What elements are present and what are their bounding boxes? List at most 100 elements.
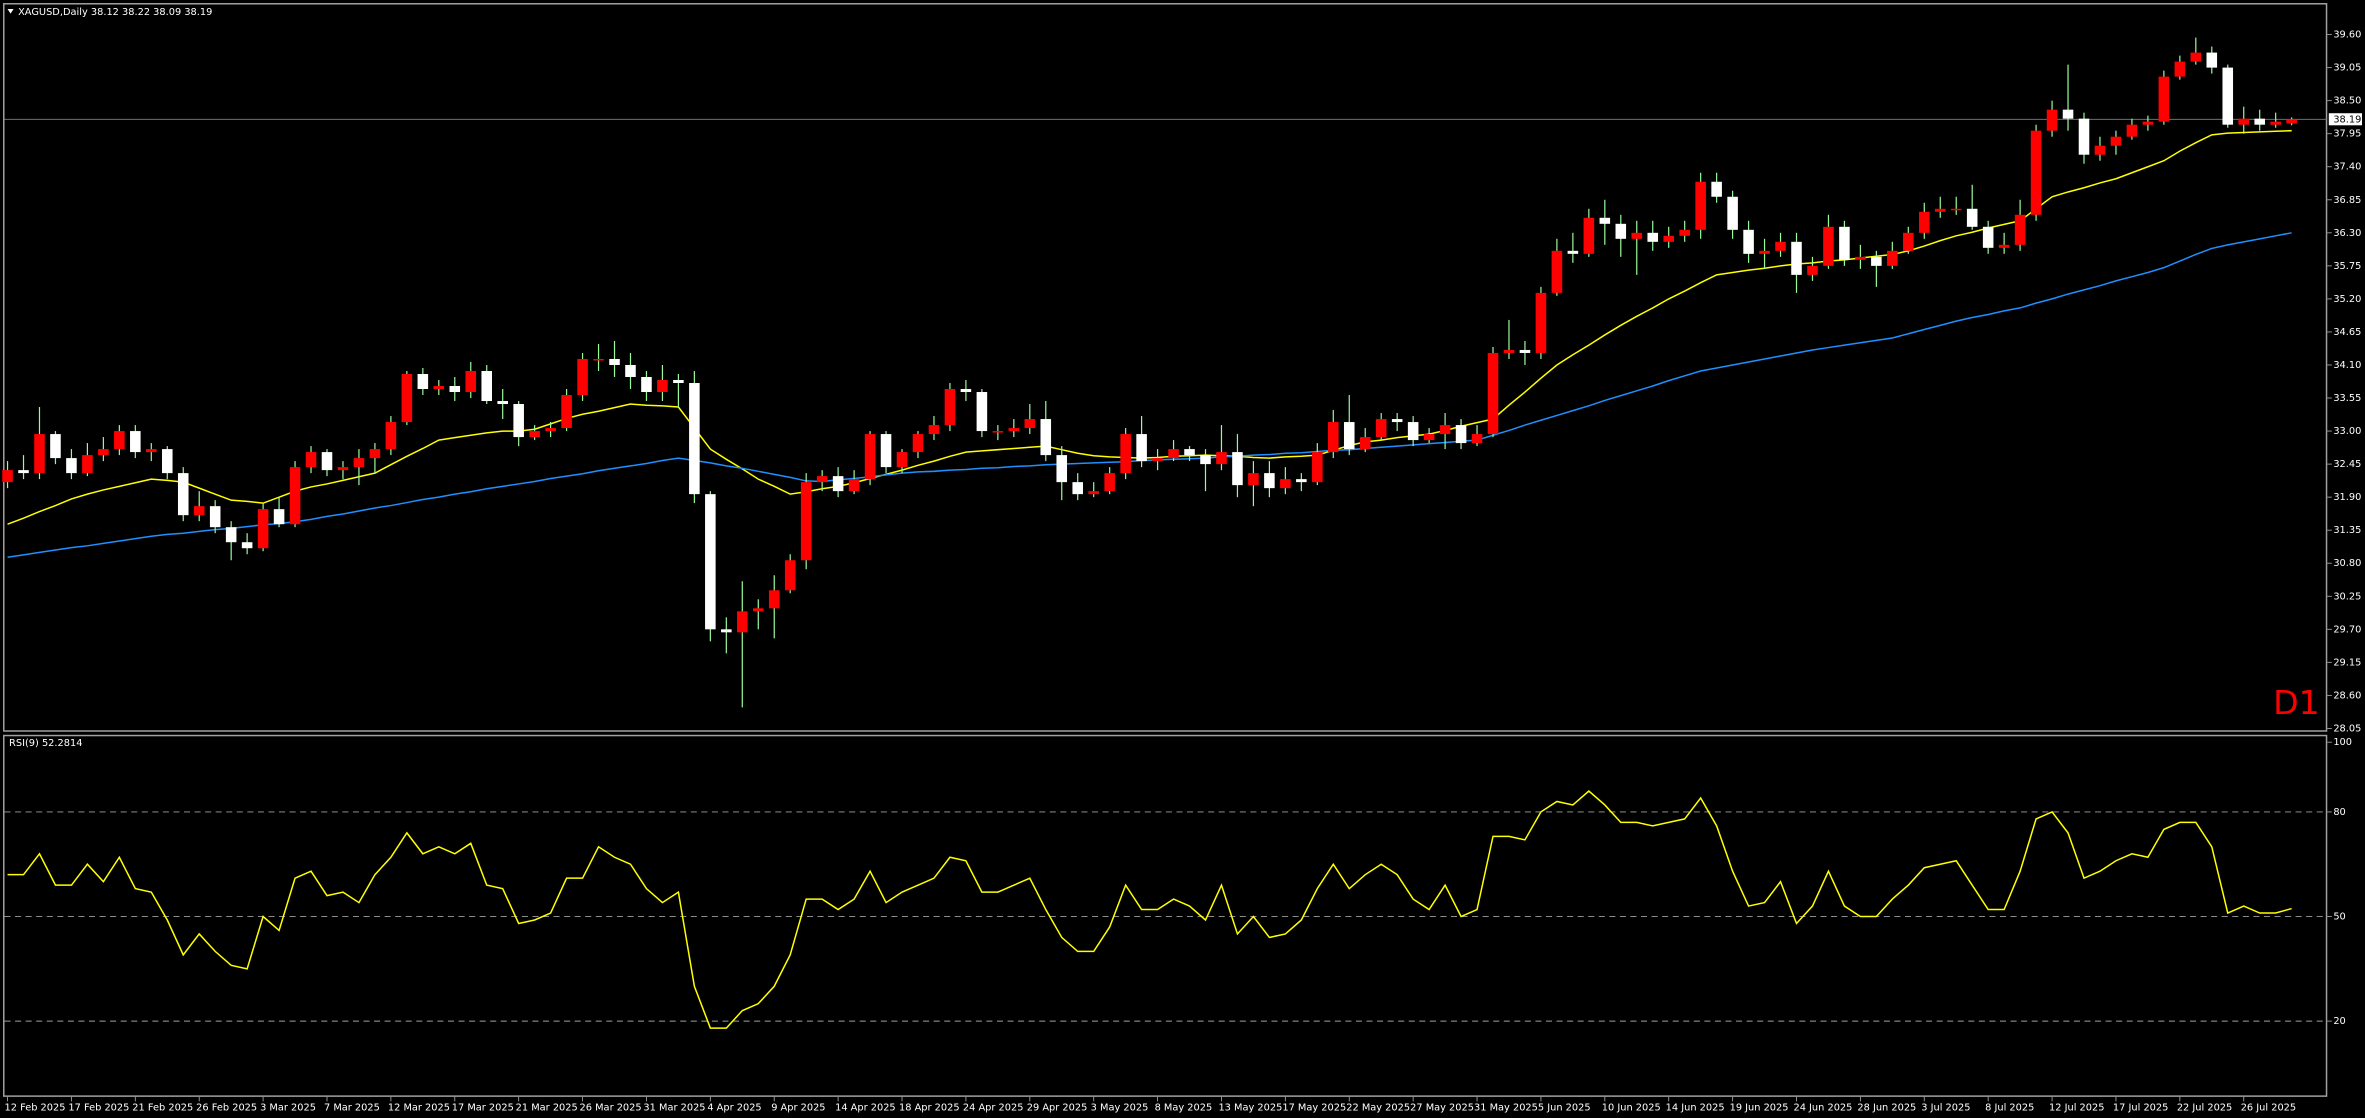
candle-body [1343,422,1355,450]
candle-body [417,373,429,390]
candle-body [1104,473,1115,492]
candle-body [1152,458,1163,462]
indicator-line [7,232,2292,558]
candle-body [1312,452,1323,483]
candle-body [1839,226,1850,260]
candle-body [1136,434,1147,462]
candle-body [800,482,812,561]
y-tick-label: 33.00 [2333,426,2361,437]
candle-body [1359,437,1371,450]
x-tick-label: 14 Jun 2025 [1666,1102,1725,1113]
candle-body [2206,52,2218,68]
candle-body [1056,455,1068,483]
timeframe-label: D1 [2273,683,2320,722]
candle-body [1455,425,1467,444]
candle-body [1950,208,1962,211]
candle-body [1934,208,1946,212]
x-tick-label: 26 Feb 2025 [196,1102,257,1113]
candle-body [2062,109,2074,119]
y-tick-label: 28.05 [2333,723,2361,734]
candle-body [1823,226,1834,266]
candle-body [1040,419,1052,456]
candle-body [1519,349,1531,353]
x-tick-label: 10 Jun 2025 [1602,1102,1661,1113]
candle-body [1887,250,1898,266]
candle-body [98,449,109,456]
y-tick-label: 34.10 [2333,360,2361,371]
y-tick-label: 37.40 [2333,162,2361,173]
candle-body [497,401,508,405]
candle-body [50,434,61,459]
candle-body [2094,145,2106,155]
candle-body [337,467,349,471]
candle-body [353,458,365,468]
candle-body [1503,349,1515,353]
candle-body [225,527,237,543]
candle-body [1615,223,1627,239]
candle-body [2286,119,2297,124]
candle-body [209,506,221,528]
candle-body [896,452,908,468]
y-tick-label: 29.15 [2333,657,2361,668]
candle-body [1567,250,1579,254]
candle-body [1743,229,1754,254]
candle-body [1328,422,1339,453]
x-tick-label: 27 May 2025 [1410,1102,1474,1113]
x-tick-label: 5 Jun 2025 [1538,1102,1591,1113]
candle-body [2174,61,2186,77]
x-tick-label: 19 Jun 2025 [1730,1102,1789,1113]
candle-body [2238,118,2250,125]
candle-body [912,434,924,453]
y-tick-label: 37.95 [2333,129,2361,140]
candle-body [18,470,29,474]
y-tick-label: 50 [2333,912,2345,923]
candle-body [689,383,700,495]
candle-body [401,373,413,423]
x-tick-label: 18 Apr 2025 [899,1102,960,1113]
candle-body [1631,232,1643,239]
candle-body [1982,226,1994,248]
candle-body [2030,130,2042,215]
candle-body [1248,473,1259,486]
candle-body [1280,479,1291,489]
y-tick-label: 38.50 [2333,96,2361,107]
y-tick-label: 28.60 [2333,690,2361,701]
x-tick-label: 8 May 2025 [1155,1102,1213,1113]
candle-body [385,422,397,450]
candle-body [433,386,445,390]
candle-body [1551,250,1563,293]
x-tick-label: 8 Jul 2025 [1985,1102,2034,1113]
candle-body [641,376,652,393]
candle-body [1391,419,1403,423]
x-tick-label: 22 Jul 2025 [2177,1102,2232,1113]
y-tick-label: 31.35 [2333,525,2361,536]
y-tick-label: 80 [2333,807,2345,818]
candle-body [768,590,780,609]
candle-body [1088,491,1099,495]
candle-body [2078,118,2090,155]
candle-body [864,434,876,480]
candle-body [816,476,828,483]
candle-body [1807,265,1818,275]
candle-body [1072,482,1083,495]
x-tick-label: 31 May 2025 [1474,1102,1538,1113]
candle-body [1296,479,1307,483]
x-tick-label: 26 Jul 2025 [2241,1102,2296,1113]
rsi-panel [3,734,2328,1097]
candle-body [609,358,620,365]
candle-body [82,455,93,474]
y-tick-label: 29.70 [2333,624,2361,635]
last-price-box [2328,113,2362,126]
candle-body [561,395,572,429]
candle-body [928,425,940,435]
candle-body [673,380,684,384]
candle-body [1903,232,1914,251]
candle-body [1264,473,1275,489]
y-tick-label: 39.05 [2333,63,2361,74]
y-tick-label: 35.75 [2333,261,2361,272]
rsi-title: RSI(9) 52.2814 [9,738,82,749]
x-tick-label: 31 Mar 2025 [643,1102,705,1113]
candle-body [321,452,333,471]
y-tick-label: 36.85 [2333,195,2361,206]
y-tick-label: 35.20 [2333,294,2361,305]
